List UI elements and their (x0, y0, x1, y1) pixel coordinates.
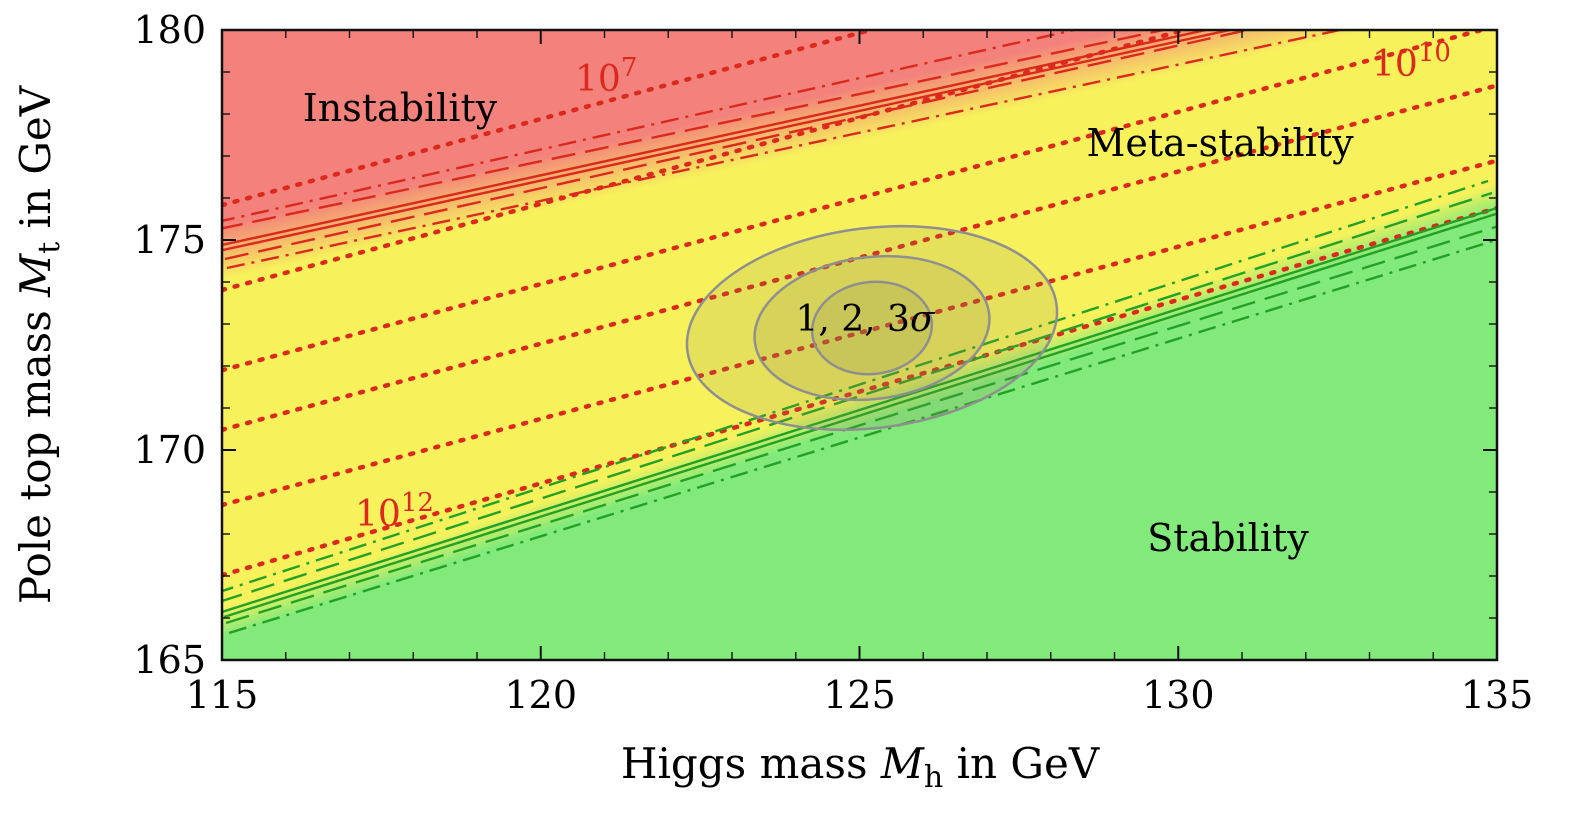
x-tick-label: 135 (1461, 673, 1534, 717)
instability-boundary-lines (222, 30, 1346, 270)
x-axis-title: Higgs mass Mh in GeV (621, 739, 1100, 795)
confidence-label-numbers: 1, 2, 3 (795, 299, 910, 340)
instability-boundary-solid-2 (222, 30, 1236, 252)
stability-boundary-solid-2 (223, 212, 1497, 619)
scale-label-1e7-exp: 7 (621, 53, 638, 83)
x-tick-label: 120 (504, 673, 577, 717)
confidence-ellipse-2sigma (753, 254, 991, 402)
scale-label-1e10-exp: 10 (1418, 38, 1451, 68)
instability-scale-contour-1e12 (222, 205, 1497, 578)
instability-region (222, 30, 1392, 286)
instability-boundary-solid-1 (222, 30, 1212, 247)
x-title-suffix: in GeV (943, 739, 1100, 788)
scale-label-1e7-base: 10 (575, 59, 621, 100)
instability-scale-contours (222, 30, 1497, 578)
stability-boundary-dashdot-lower (228, 238, 1497, 635)
y-title-symbol: M (11, 253, 60, 298)
instability-boundary-dashed-lower (224, 30, 1253, 261)
confidence-label: 1, 2, 3σ (795, 299, 936, 340)
scale-label-1e12-base: 10 (355, 494, 401, 535)
instability-boundary-dashdot-upper (222, 30, 1080, 223)
x-tick-label: 125 (823, 673, 896, 717)
axis-tick-labels: 115 120 125 130 135 180 175 170 165 (133, 8, 1533, 717)
stability-boundary-dashdot-upper (222, 179, 1489, 593)
stability-boundary-dashed-upper (222, 191, 1493, 603)
meta-stability-label: Meta-stability (1086, 121, 1354, 165)
confidence-ellipses (685, 224, 1059, 432)
x-tick-label: 130 (1142, 673, 1215, 717)
y-title-suffix: in GeV (11, 85, 60, 242)
scale-label-1e12: 1012 (355, 488, 434, 535)
y-title-subscript: t (32, 242, 67, 254)
instability-scale-contour-1e8 (222, 30, 1194, 293)
scale-label-1e10-base: 10 (1372, 44, 1418, 85)
y-tick-label: 165 (133, 638, 206, 682)
stability-boundary-dashed-lower (225, 225, 1497, 625)
x-title-subscript: h (924, 760, 943, 795)
stability-label: Stability (1147, 516, 1309, 560)
instability-boundary-dashdot-lower (226, 30, 1346, 270)
axis-ticks (221, 29, 1498, 661)
y-tick-label: 180 (133, 8, 206, 52)
y-tick-label: 170 (133, 428, 206, 472)
stability-region (222, 182, 1497, 660)
instability-boundary-dashed-upper (222, 30, 1170, 230)
y-axis-title: Pole top mass Mt in GeV (11, 85, 67, 604)
x-title-prefix: Higgs mass (621, 739, 881, 788)
plot-area (222, 30, 1497, 660)
instability-label: Instability (303, 86, 498, 130)
stability-boundary-solid-1 (222, 206, 1497, 614)
confidence-label-sigma: σ (910, 299, 936, 340)
scale-label-1e10: 1010 (1372, 38, 1451, 85)
x-title-symbol: M (880, 739, 925, 788)
y-title-prefix: Pole top mass (11, 297, 60, 604)
stability-boundary-lines (222, 179, 1497, 635)
scale-label-1e7: 107 (575, 53, 637, 100)
x-tick-label: 115 (186, 673, 259, 717)
instability-scale-contour-1e10 (222, 83, 1497, 433)
instability-scale-contour-1e7 (222, 30, 880, 208)
instability-scale-contour-1e11 (222, 158, 1497, 508)
scale-label-1e12-exp: 12 (401, 488, 434, 518)
y-tick-label: 175 (133, 218, 206, 262)
instability-scale-contour-1e9 (222, 30, 1491, 373)
